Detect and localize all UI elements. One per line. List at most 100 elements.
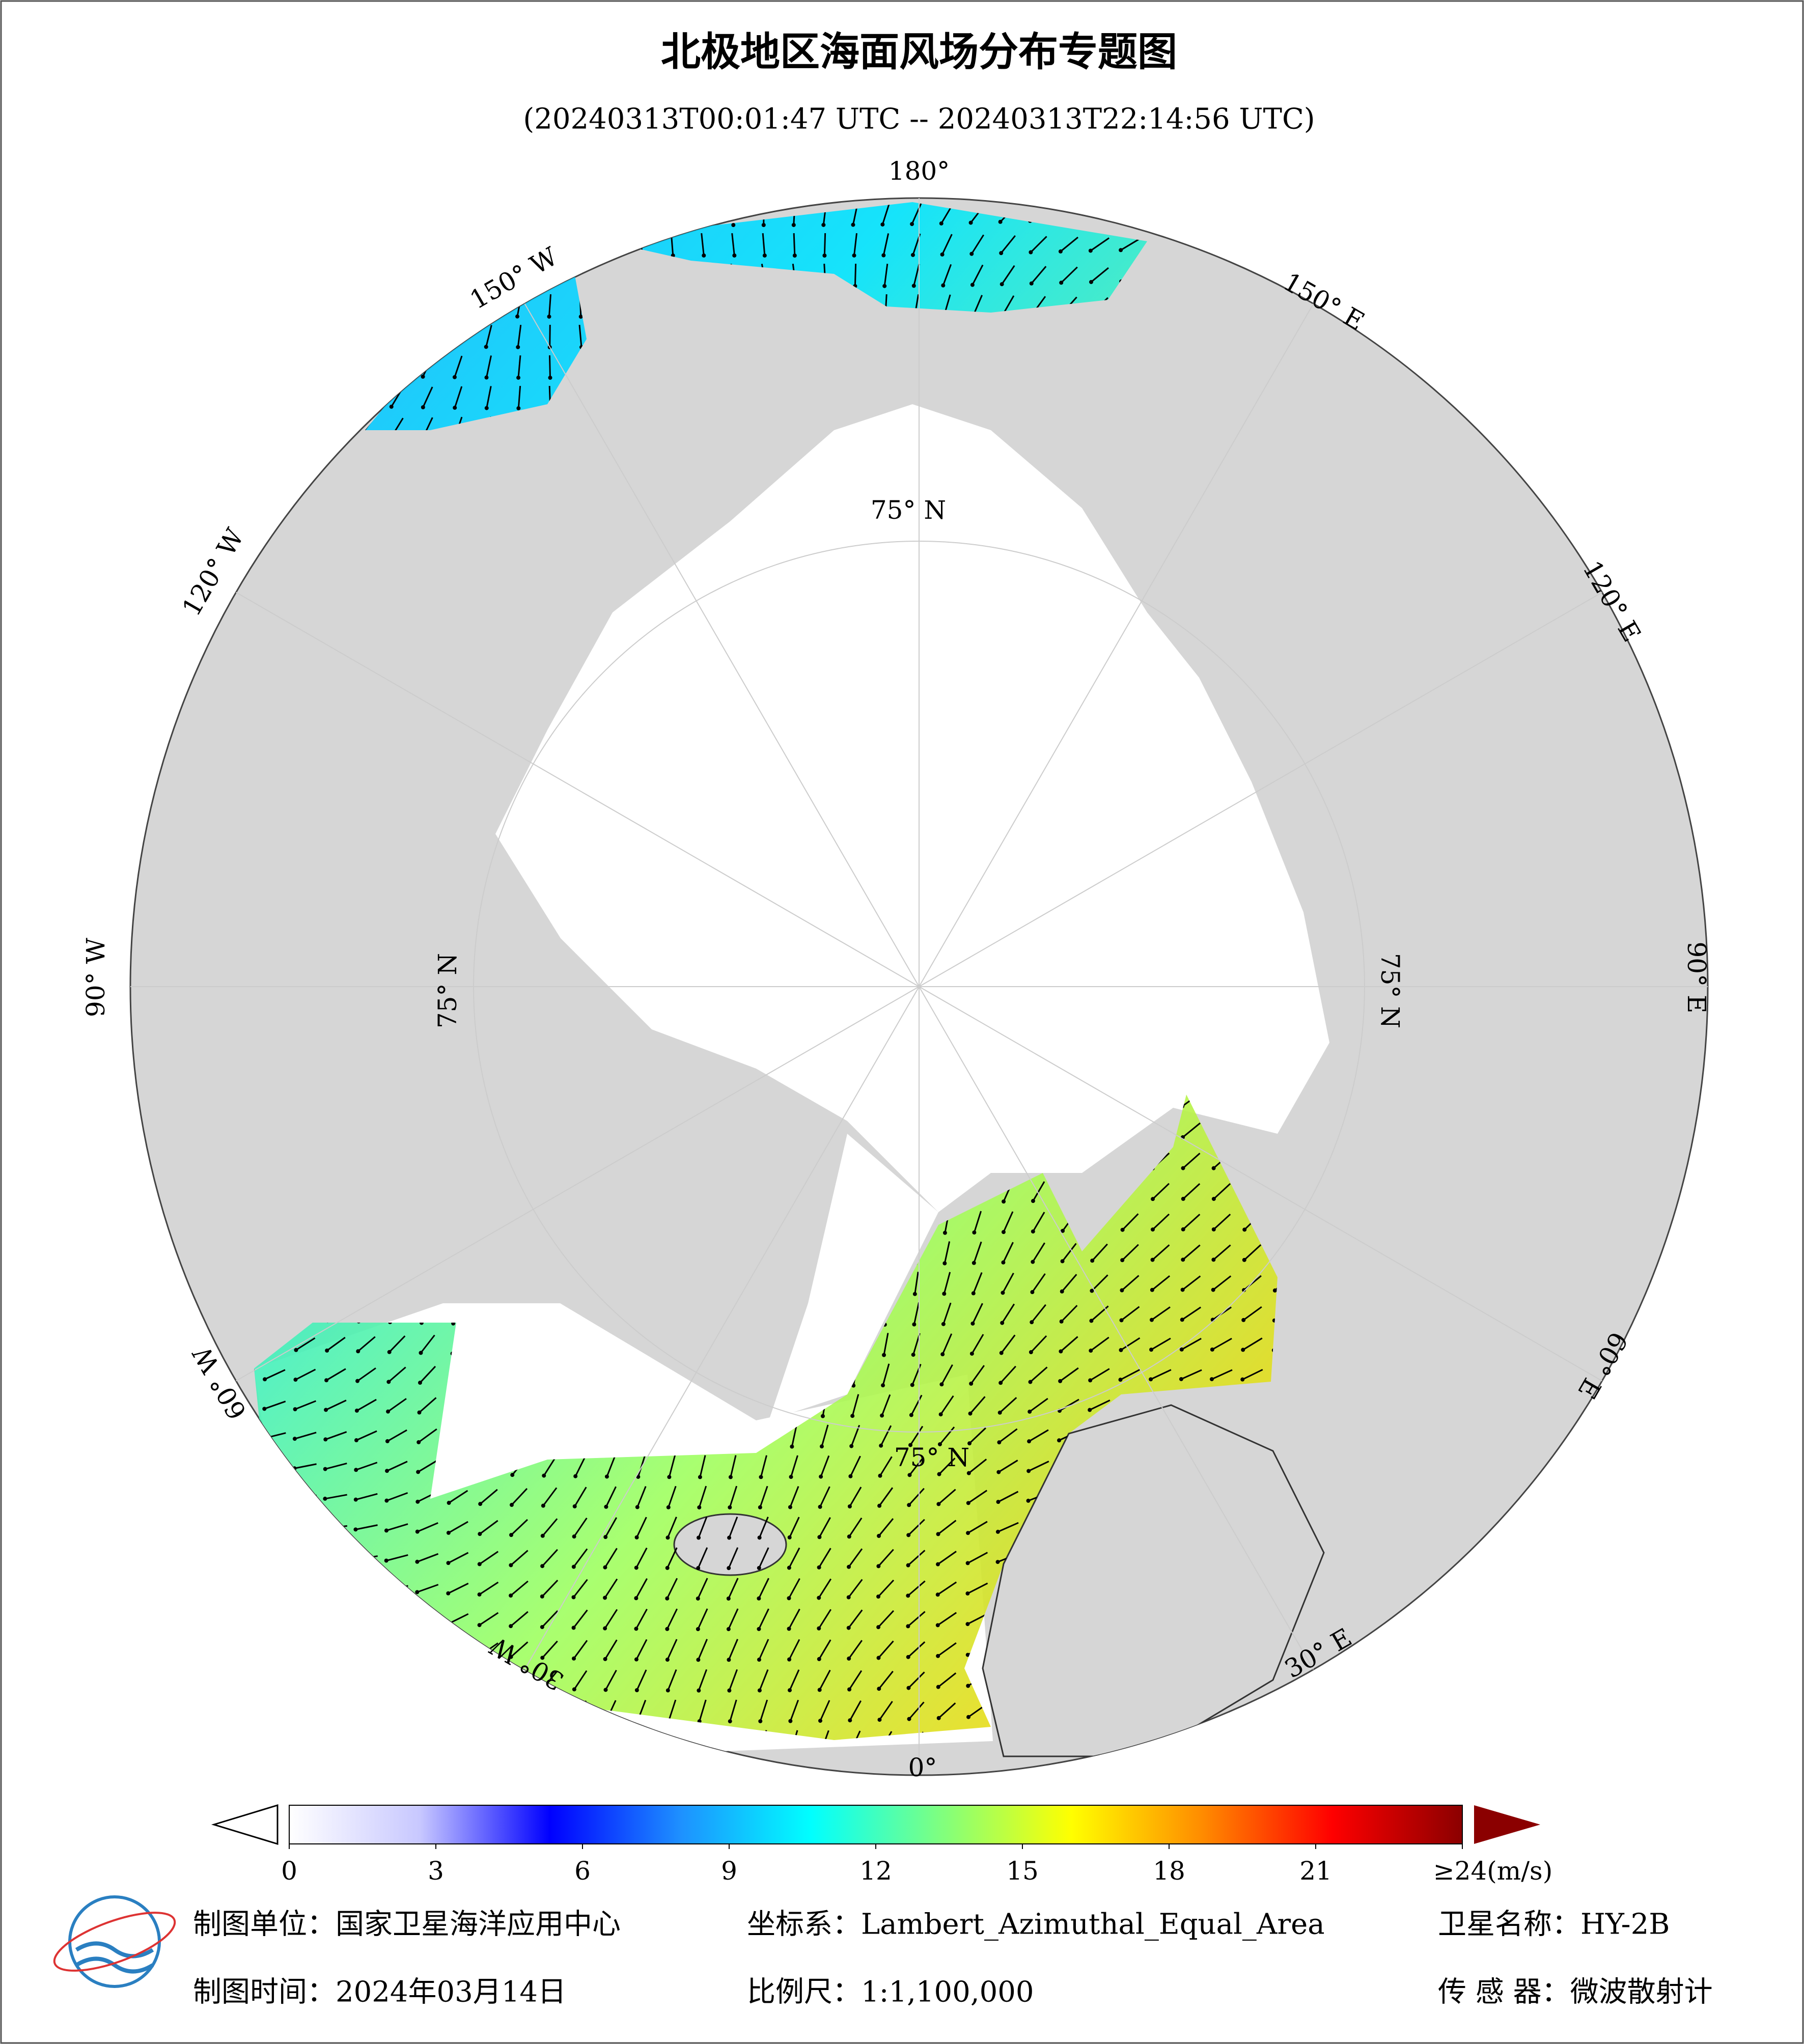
wind-arrow [907, 1641, 926, 1658]
wind-arrow [699, 1699, 707, 1722]
wind-arrow [818, 1578, 832, 1599]
wind-arrow [1091, 1274, 1108, 1292]
wind-arrow [878, 1487, 894, 1506]
wind-arrow [788, 1639, 800, 1660]
wind-arrow [728, 1578, 739, 1599]
wind-arrow [542, 1549, 558, 1567]
wind-arrow [997, 1491, 1019, 1503]
wind-arrow [971, 1334, 984, 1354]
wind-arrow [1211, 1369, 1233, 1380]
wind-arrow-head [997, 1410, 1002, 1415]
wind-arrow [295, 1400, 316, 1410]
wind-arrow [295, 1337, 316, 1351]
colorbar: 0 3 6 9 12 15 18 21 ≥24(m/s) [211, 1804, 1552, 1886]
wind-arrow [517, 355, 521, 378]
wind-arrow [848, 1579, 863, 1598]
wind-arrow [967, 1552, 988, 1564]
wind-arrow-head [847, 1534, 851, 1539]
wind-arrow-head [510, 1473, 515, 1477]
wind-arrow-head [417, 1410, 422, 1415]
lon-label: 0° [908, 1753, 937, 1782]
wind-arrow-head [997, 1440, 1002, 1445]
wind-arrow-head [384, 1528, 388, 1533]
wind-arrow-head [516, 345, 520, 349]
wind-arrow [791, 1424, 798, 1447]
wind-arrow-head [727, 1535, 732, 1540]
wind-arrow [999, 1397, 1017, 1413]
wind-arrow [818, 1639, 831, 1660]
wind-arrow-head [384, 1498, 389, 1503]
wind-arrow-head [1059, 1349, 1063, 1354]
wind-arrow-head [822, 253, 827, 258]
wind-arrow-head [697, 1688, 701, 1693]
wind-arrow-head [603, 1535, 608, 1539]
wind-arrow [1213, 1244, 1231, 1261]
wind-arrow-head [1029, 281, 1034, 286]
wind-arrow [943, 1272, 951, 1294]
wind-arrow [573, 1640, 588, 1659]
wind-arrow [386, 1461, 408, 1472]
wind-arrow-head [384, 1558, 388, 1563]
wind-arrow [1243, 1306, 1262, 1321]
wind-arrow [1092, 1243, 1108, 1262]
wind-arrow-head [697, 1535, 701, 1540]
wind-arrow [635, 1608, 648, 1630]
wind-arrow-head [879, 1443, 883, 1448]
wind-arrow-head [936, 1502, 941, 1506]
wind-arrow-head [941, 283, 946, 288]
wind-arrow [264, 1401, 286, 1410]
wind-arrow-head [935, 1592, 940, 1597]
wind-arrow-head [789, 1475, 793, 1479]
wind-arrow [937, 1581, 957, 1595]
colorbar-tick-label: ≥24(m/s) [1433, 1856, 1552, 1886]
colorbar-under [211, 1804, 279, 1845]
wind-arrow-head [1179, 1377, 1183, 1381]
wind-arrow-head [509, 1655, 513, 1659]
wind-arrow-head [515, 314, 520, 319]
wind-arrow [486, 386, 492, 408]
wind-arrow-head [728, 1475, 733, 1479]
wind-arrow-head [966, 1531, 970, 1535]
wind-arrow-head [353, 1527, 358, 1532]
wind-arrow [573, 1609, 588, 1629]
wind-arrow-head [354, 1408, 359, 1413]
wind-arrow [970, 1365, 985, 1384]
wind-arrow-head [847, 1656, 851, 1661]
wind-arrow-head [787, 1627, 791, 1631]
wind-arrow-head [910, 222, 914, 227]
wind-arrow [325, 1431, 347, 1440]
wind-arrow-head [1028, 1409, 1032, 1414]
wind-arrow-head [937, 1442, 942, 1446]
colorbar-tick-label: 21 [1299, 1856, 1332, 1886]
wind-arrow-head [936, 1685, 940, 1689]
wind-arrow-head [936, 1562, 940, 1566]
wind-arrow-head [509, 1533, 514, 1537]
wind-arrow-head [727, 1566, 731, 1571]
wind-arrow-head [323, 1467, 327, 1471]
wind-arrow [510, 1611, 529, 1627]
wind-arrow-head [819, 1474, 823, 1479]
wind-arrow-head [935, 1623, 940, 1628]
wind-arrow-head [1000, 282, 1004, 287]
wind-arrow [666, 1578, 678, 1599]
wind-arrow-head [1150, 1227, 1155, 1232]
wind-arrow [729, 1699, 737, 1722]
wind-arrow-head [1241, 1348, 1245, 1352]
colorbar-tick-label: 18 [1153, 1856, 1185, 1886]
wind-arrow-head [757, 1565, 761, 1570]
wind-arrow [1152, 1244, 1170, 1261]
wind-arrow [1212, 1337, 1232, 1351]
wind-arrow [850, 1455, 861, 1477]
wind-arrow-head [912, 1292, 917, 1296]
wind-arrow [969, 1396, 986, 1414]
wind-arrow [883, 263, 889, 287]
wind-arrow [604, 1517, 618, 1537]
wind-arrow [1001, 235, 1016, 254]
wind-arrow [1151, 1337, 1171, 1351]
wind-arrow-head [324, 1408, 328, 1412]
wind-arrow-head [847, 1504, 852, 1509]
wind-arrow-head [969, 1381, 974, 1386]
wind-arrow-head [665, 1627, 670, 1631]
wind-arrow [972, 1303, 983, 1324]
wind-arrow [849, 1700, 862, 1721]
